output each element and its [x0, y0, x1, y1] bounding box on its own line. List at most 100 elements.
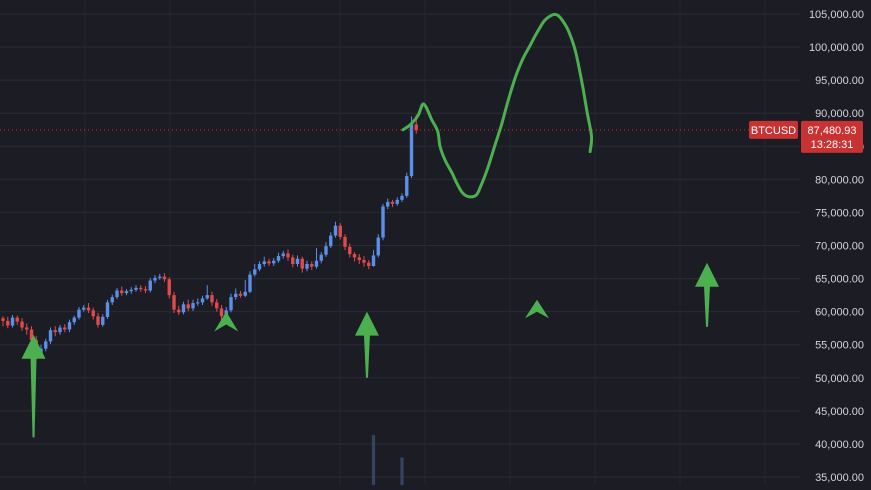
candle[interactable]: [405, 172, 409, 198]
candle[interactable]: [105, 299, 110, 319]
candle[interactable]: [319, 252, 323, 264]
candle[interactable]: [281, 250, 285, 259]
candle[interactable]: [219, 305, 224, 321]
candle[interactable]: [181, 301, 186, 315]
candle[interactable]: [191, 299, 195, 311]
candle-body: [148, 280, 152, 291]
candle[interactable]: [82, 305, 86, 312]
candle[interactable]: [139, 285, 143, 292]
candle[interactable]: [376, 234, 380, 258]
candle-body: [96, 316, 100, 325]
candle[interactable]: [386, 198, 390, 210]
candle[interactable]: [162, 273, 167, 282]
candle[interactable]: [286, 249, 290, 261]
candle[interactable]: [205, 285, 209, 300]
candle[interactable]: [291, 254, 295, 268]
candle[interactable]: [177, 305, 181, 315]
candle[interactable]: [96, 312, 100, 328]
candle[interactable]: [215, 299, 219, 312]
candle[interactable]: [196, 298, 200, 306]
candle[interactable]: [381, 203, 385, 241]
candle[interactable]: [357, 254, 361, 265]
candle[interactable]: [77, 307, 81, 320]
candle-body: [281, 253, 285, 257]
candle[interactable]: [148, 277, 152, 293]
candle[interactable]: [272, 258, 276, 267]
up-arrow-drawing[interactable]: [694, 262, 719, 327]
candle[interactable]: [63, 324, 67, 333]
candle[interactable]: [101, 314, 105, 327]
up-arrow-drawing[interactable]: [21, 334, 46, 438]
candle[interactable]: [172, 291, 176, 313]
candle[interactable]: [1, 316, 5, 327]
candle[interactable]: [333, 221, 338, 238]
up-arrow-drawing[interactable]: [354, 311, 379, 378]
candle-body: [20, 321, 24, 328]
candle[interactable]: [143, 285, 148, 294]
candle[interactable]: [129, 287, 133, 294]
candle[interactable]: [343, 234, 347, 251]
candle[interactable]: [153, 275, 157, 284]
candle[interactable]: [314, 248, 319, 269]
price-axis[interactable]: 105,000.00100,000.0095,000.0090,000.0085…: [800, 0, 871, 485]
candle[interactable]: [329, 232, 333, 249]
candle[interactable]: [115, 287, 119, 300]
candle[interactable]: [53, 326, 57, 337]
candle[interactable]: [257, 261, 262, 272]
candle[interactable]: [120, 286, 124, 296]
candle[interactable]: [124, 289, 129, 296]
candle[interactable]: [200, 295, 205, 306]
candle[interactable]: [248, 271, 252, 294]
candle[interactable]: [362, 256, 366, 267]
candle[interactable]: [276, 252, 281, 263]
candle[interactable]: [229, 293, 233, 313]
candle[interactable]: [243, 279, 247, 298]
drawing-annotations[interactable]: [21, 12, 719, 438]
candle[interactable]: [352, 252, 357, 262]
candle[interactable]: [58, 324, 62, 335]
candle[interactable]: [25, 323, 29, 335]
candle[interactable]: [409, 116, 414, 179]
candle[interactable]: [338, 223, 342, 240]
candle[interactable]: [348, 243, 352, 258]
candle[interactable]: [186, 299, 190, 311]
candle[interactable]: [295, 255, 300, 267]
candle[interactable]: [210, 291, 214, 306]
forecast-path-drawing[interactable]: [401, 12, 594, 199]
candle[interactable]: [86, 303, 91, 313]
candle[interactable]: [72, 315, 76, 325]
candle-body: [229, 297, 233, 311]
candle[interactable]: [310, 261, 314, 270]
candle[interactable]: [267, 258, 271, 267]
candle[interactable]: [305, 260, 309, 272]
candle[interactable]: [67, 319, 72, 333]
candle[interactable]: [91, 307, 95, 320]
candle[interactable]: [134, 285, 138, 292]
candle[interactable]: [390, 199, 395, 208]
countdown-label: 13:28:31: [811, 139, 854, 151]
candle[interactable]: [15, 315, 19, 325]
candle[interactable]: [400, 193, 404, 202]
candle[interactable]: [6, 316, 10, 329]
candle[interactable]: [20, 318, 24, 331]
candle[interactable]: [158, 273, 162, 280]
candle[interactable]: [110, 294, 114, 306]
candle[interactable]: [371, 250, 376, 267]
candle[interactable]: [234, 288, 238, 300]
up-triangle-marker[interactable]: [214, 311, 239, 332]
candle[interactable]: [367, 260, 371, 270]
candle[interactable]: [167, 277, 171, 299]
candle[interactable]: [262, 256, 266, 267]
candle-body: [143, 289, 148, 291]
candle[interactable]: [44, 338, 48, 352]
candle[interactable]: [238, 291, 243, 298]
candle[interactable]: [395, 197, 399, 206]
candle[interactable]: [48, 327, 53, 345]
up-triangle-marker[interactable]: [524, 299, 549, 319]
candle[interactable]: [253, 264, 257, 277]
candle[interactable]: [324, 242, 328, 257]
candle[interactable]: [10, 314, 15, 328]
candle[interactable]: [300, 256, 304, 273]
